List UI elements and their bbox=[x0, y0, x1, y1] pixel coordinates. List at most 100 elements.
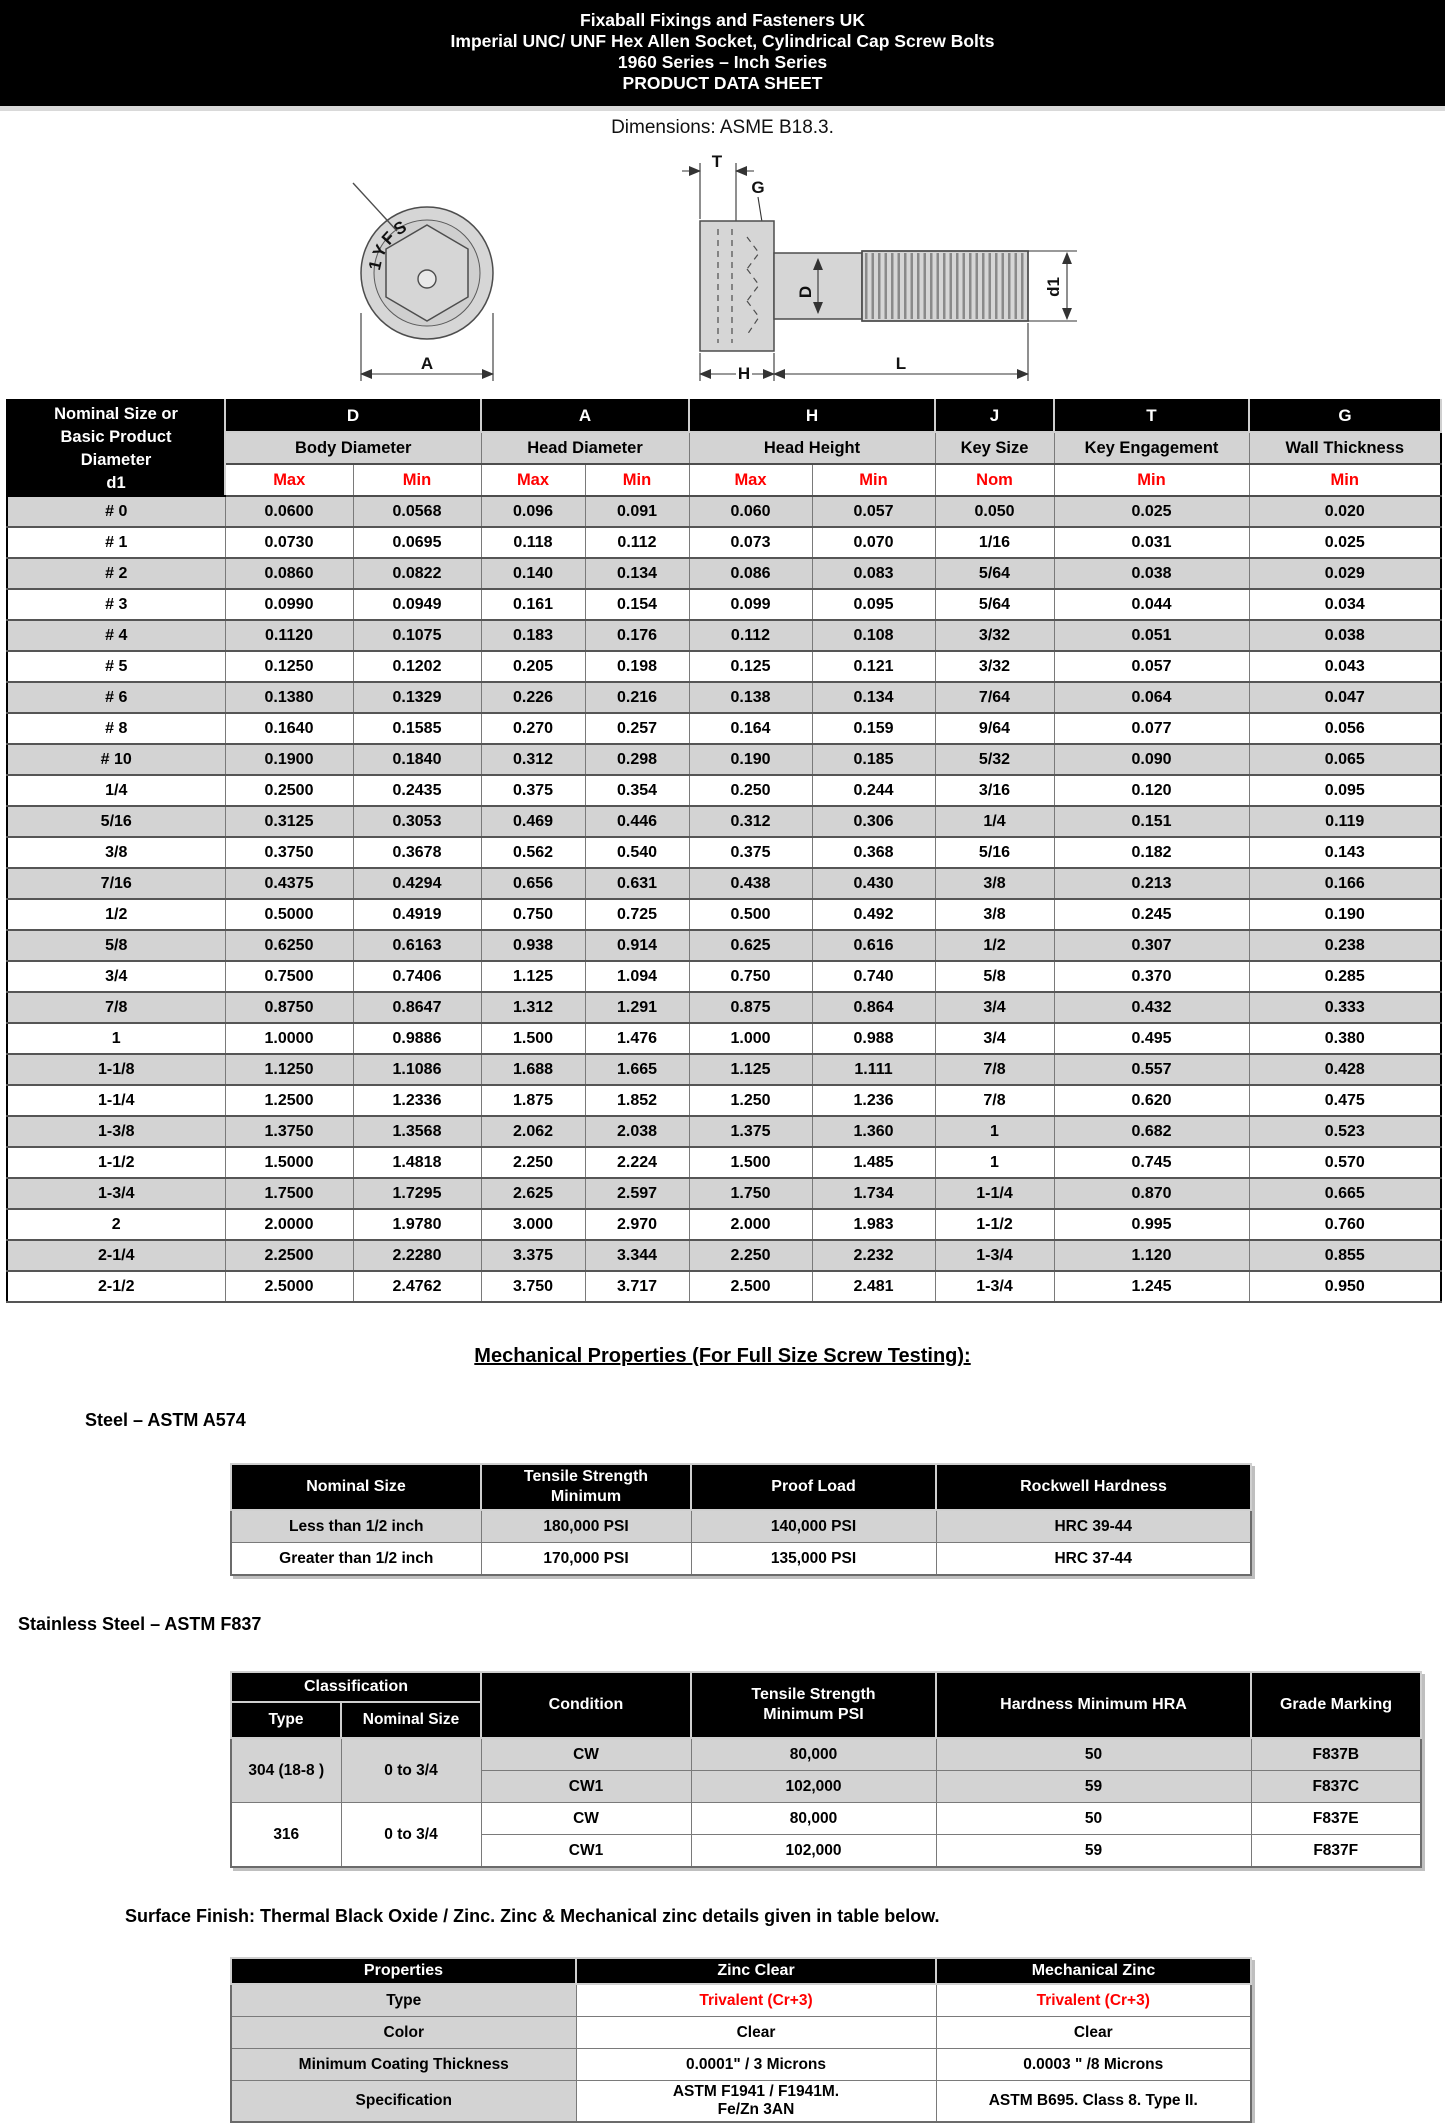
cell: 0.0695 bbox=[352, 526, 482, 559]
header-line-company: Fixaball Fixings and Fasteners UK bbox=[580, 10, 865, 30]
property-label: Type bbox=[230, 1983, 577, 2017]
steel-header-tensile: Tensile Strength Minimum bbox=[480, 1463, 692, 1511]
row-size-label: 1/2 bbox=[6, 898, 226, 931]
cell: 0.154 bbox=[584, 588, 690, 621]
table-row: 1/2 0.5000 0.4919 0.750 0.725 0.500 0.492 3/8 0.… bbox=[6, 898, 1442, 931]
cell: 0.557 bbox=[1053, 1053, 1250, 1086]
cell: 0.086 bbox=[688, 557, 813, 590]
cell: 2.250 bbox=[480, 1146, 586, 1179]
cell: 1.852 bbox=[584, 1084, 690, 1117]
cell: 5/8 bbox=[934, 960, 1055, 993]
cell: 0.3678 bbox=[352, 836, 482, 869]
cell: 1.000 bbox=[688, 1022, 813, 1055]
steel-header-rockwell: Rockwell Hardness bbox=[935, 1463, 1252, 1511]
cell: 1.1250 bbox=[224, 1053, 354, 1086]
steel-header-nominal-size: Nominal Size bbox=[230, 1463, 482, 1511]
cell: 0.8750 bbox=[224, 991, 354, 1024]
table-row: # 10 0.1900 0.1840 0.312 0.298 0.190 0.185 5/32… bbox=[6, 743, 1442, 776]
surface-header-properties: Properties bbox=[230, 1957, 577, 1985]
cell: 1.2336 bbox=[352, 1084, 482, 1117]
cell: 0.166 bbox=[1248, 867, 1442, 900]
cell: 0.0568 bbox=[352, 495, 482, 528]
table-row: 1-3/4 1.7500 1.7295 2.625 2.597 1.750 1.734 1-1… bbox=[6, 1177, 1442, 1210]
cell: 1.0000 bbox=[224, 1022, 354, 1055]
cell: 0.119 bbox=[1248, 805, 1442, 838]
cell: 0.0822 bbox=[352, 557, 482, 590]
table-row: 1-1/4 1.2500 1.2336 1.875 1.852 1.250 1.236 7/8… bbox=[6, 1084, 1442, 1117]
cell: 0.029 bbox=[1248, 557, 1442, 590]
table-row: 5/16 0.3125 0.3053 0.469 0.446 0.312 0.306 1/4 0… bbox=[6, 805, 1442, 838]
table-row: # 4 0.1120 0.1075 0.183 0.176 0.112 0.108 3/32 0… bbox=[6, 619, 1442, 652]
cell: 0.0600 bbox=[224, 495, 354, 528]
table-row: 2-1/4 2.2500 2.2280 3.375 3.344 2.250 2.232 1-3… bbox=[6, 1239, 1442, 1272]
cell: 1.476 bbox=[584, 1022, 690, 1055]
cell: 7/64 bbox=[934, 681, 1055, 714]
cell: 0.446 bbox=[584, 805, 690, 838]
dimensions-standard-note: Dimensions: ASME B18.3. bbox=[611, 117, 834, 138]
cell: 0.121 bbox=[811, 650, 936, 683]
cell: 0.056 bbox=[1248, 712, 1442, 745]
sub-label: Min bbox=[1053, 463, 1250, 497]
cell: 7/8 bbox=[934, 1084, 1055, 1117]
column-group-G: G bbox=[1248, 399, 1442, 433]
ss-header-nominal: Nominal Size bbox=[340, 1701, 482, 1739]
cell: 0.112 bbox=[584, 526, 690, 559]
cell: 0.6250 bbox=[224, 929, 354, 962]
row-size-label: 7/16 bbox=[6, 867, 226, 900]
cell: 0.095 bbox=[811, 588, 936, 621]
cell: 0.298 bbox=[584, 743, 690, 776]
cell: 0.257 bbox=[584, 712, 690, 745]
cell: 3.344 bbox=[584, 1239, 690, 1272]
cell: 0.0949 bbox=[352, 588, 482, 621]
row-size-label: # 6 bbox=[6, 681, 226, 714]
table-row: Type Trivalent (Cr+3) Trivalent (Cr+3) bbox=[230, 1983, 1252, 2017]
cell: 3/32 bbox=[934, 619, 1055, 652]
property-label: Minimum Coating Thickness bbox=[230, 2048, 577, 2081]
cell: 1.875 bbox=[480, 1084, 586, 1117]
header-line-sheet: PRODUCT DATA SHEET bbox=[622, 73, 823, 93]
cell: 0.306 bbox=[811, 805, 936, 838]
table-row: CW1 102,000 59 F837F bbox=[231, 1834, 1422, 1868]
cell: 0.112 bbox=[688, 619, 813, 652]
group-name-row: Body Diameter Head Diameter Head Height … bbox=[7, 431, 1442, 465]
dim-label-G: G bbox=[751, 178, 764, 197]
cell: 0.143 bbox=[1248, 836, 1442, 869]
cell: 0.3750 bbox=[224, 836, 354, 869]
table-row: 2 2.0000 1.9780 3.000 2.970 2.000 1.983 1-1/2 0.… bbox=[6, 1208, 1442, 1241]
cell: 2.224 bbox=[584, 1146, 690, 1179]
cell: 0.307 bbox=[1053, 929, 1250, 962]
row-size-label: 7/8 bbox=[6, 991, 226, 1024]
cell: 0.656 bbox=[480, 867, 586, 900]
cell: 0.8647 bbox=[352, 991, 482, 1024]
cell: 1.125 bbox=[480, 960, 586, 993]
cell: 0.665 bbox=[1248, 1177, 1442, 1210]
nominal-size-cell: 0 to 3/4 bbox=[340, 1802, 482, 1868]
cell: 0.312 bbox=[480, 743, 586, 776]
cell: 0.134 bbox=[811, 681, 936, 714]
cell: Clear bbox=[575, 2016, 937, 2049]
cell: 0.995 bbox=[1053, 1208, 1250, 1241]
cell: Less than 1/2 inch bbox=[230, 1509, 482, 1543]
cell: 1.750 bbox=[688, 1177, 813, 1210]
cell: 0.226 bbox=[480, 681, 586, 714]
group-name-key-engagement: Key Engagement bbox=[1053, 431, 1250, 465]
column-group-A: A bbox=[480, 399, 690, 433]
dim-label-D: D bbox=[796, 286, 815, 298]
cell: 0.1075 bbox=[352, 619, 482, 652]
cell: F837C bbox=[1250, 1770, 1422, 1803]
cell: 0.073 bbox=[688, 526, 813, 559]
sub-label: Min bbox=[1248, 463, 1442, 497]
cell: 0.631 bbox=[584, 867, 690, 900]
row-size-label: 1-1/2 bbox=[6, 1146, 226, 1179]
cell: 0.492 bbox=[811, 898, 936, 931]
cell: CW1 bbox=[480, 1834, 692, 1868]
cell: 1.120 bbox=[1053, 1239, 1250, 1272]
cell: 3/32 bbox=[934, 650, 1055, 683]
cell: 1.734 bbox=[811, 1177, 936, 1210]
technical-drawing: 1YFS A T G D d1 bbox=[255, 141, 1085, 393]
cell: 1/2 bbox=[934, 929, 1055, 962]
row-size-label: # 1 bbox=[6, 526, 226, 559]
cell: 0.057 bbox=[811, 495, 936, 528]
cell: 1.291 bbox=[584, 991, 690, 1024]
corner-line: Diameter bbox=[80, 450, 152, 469]
